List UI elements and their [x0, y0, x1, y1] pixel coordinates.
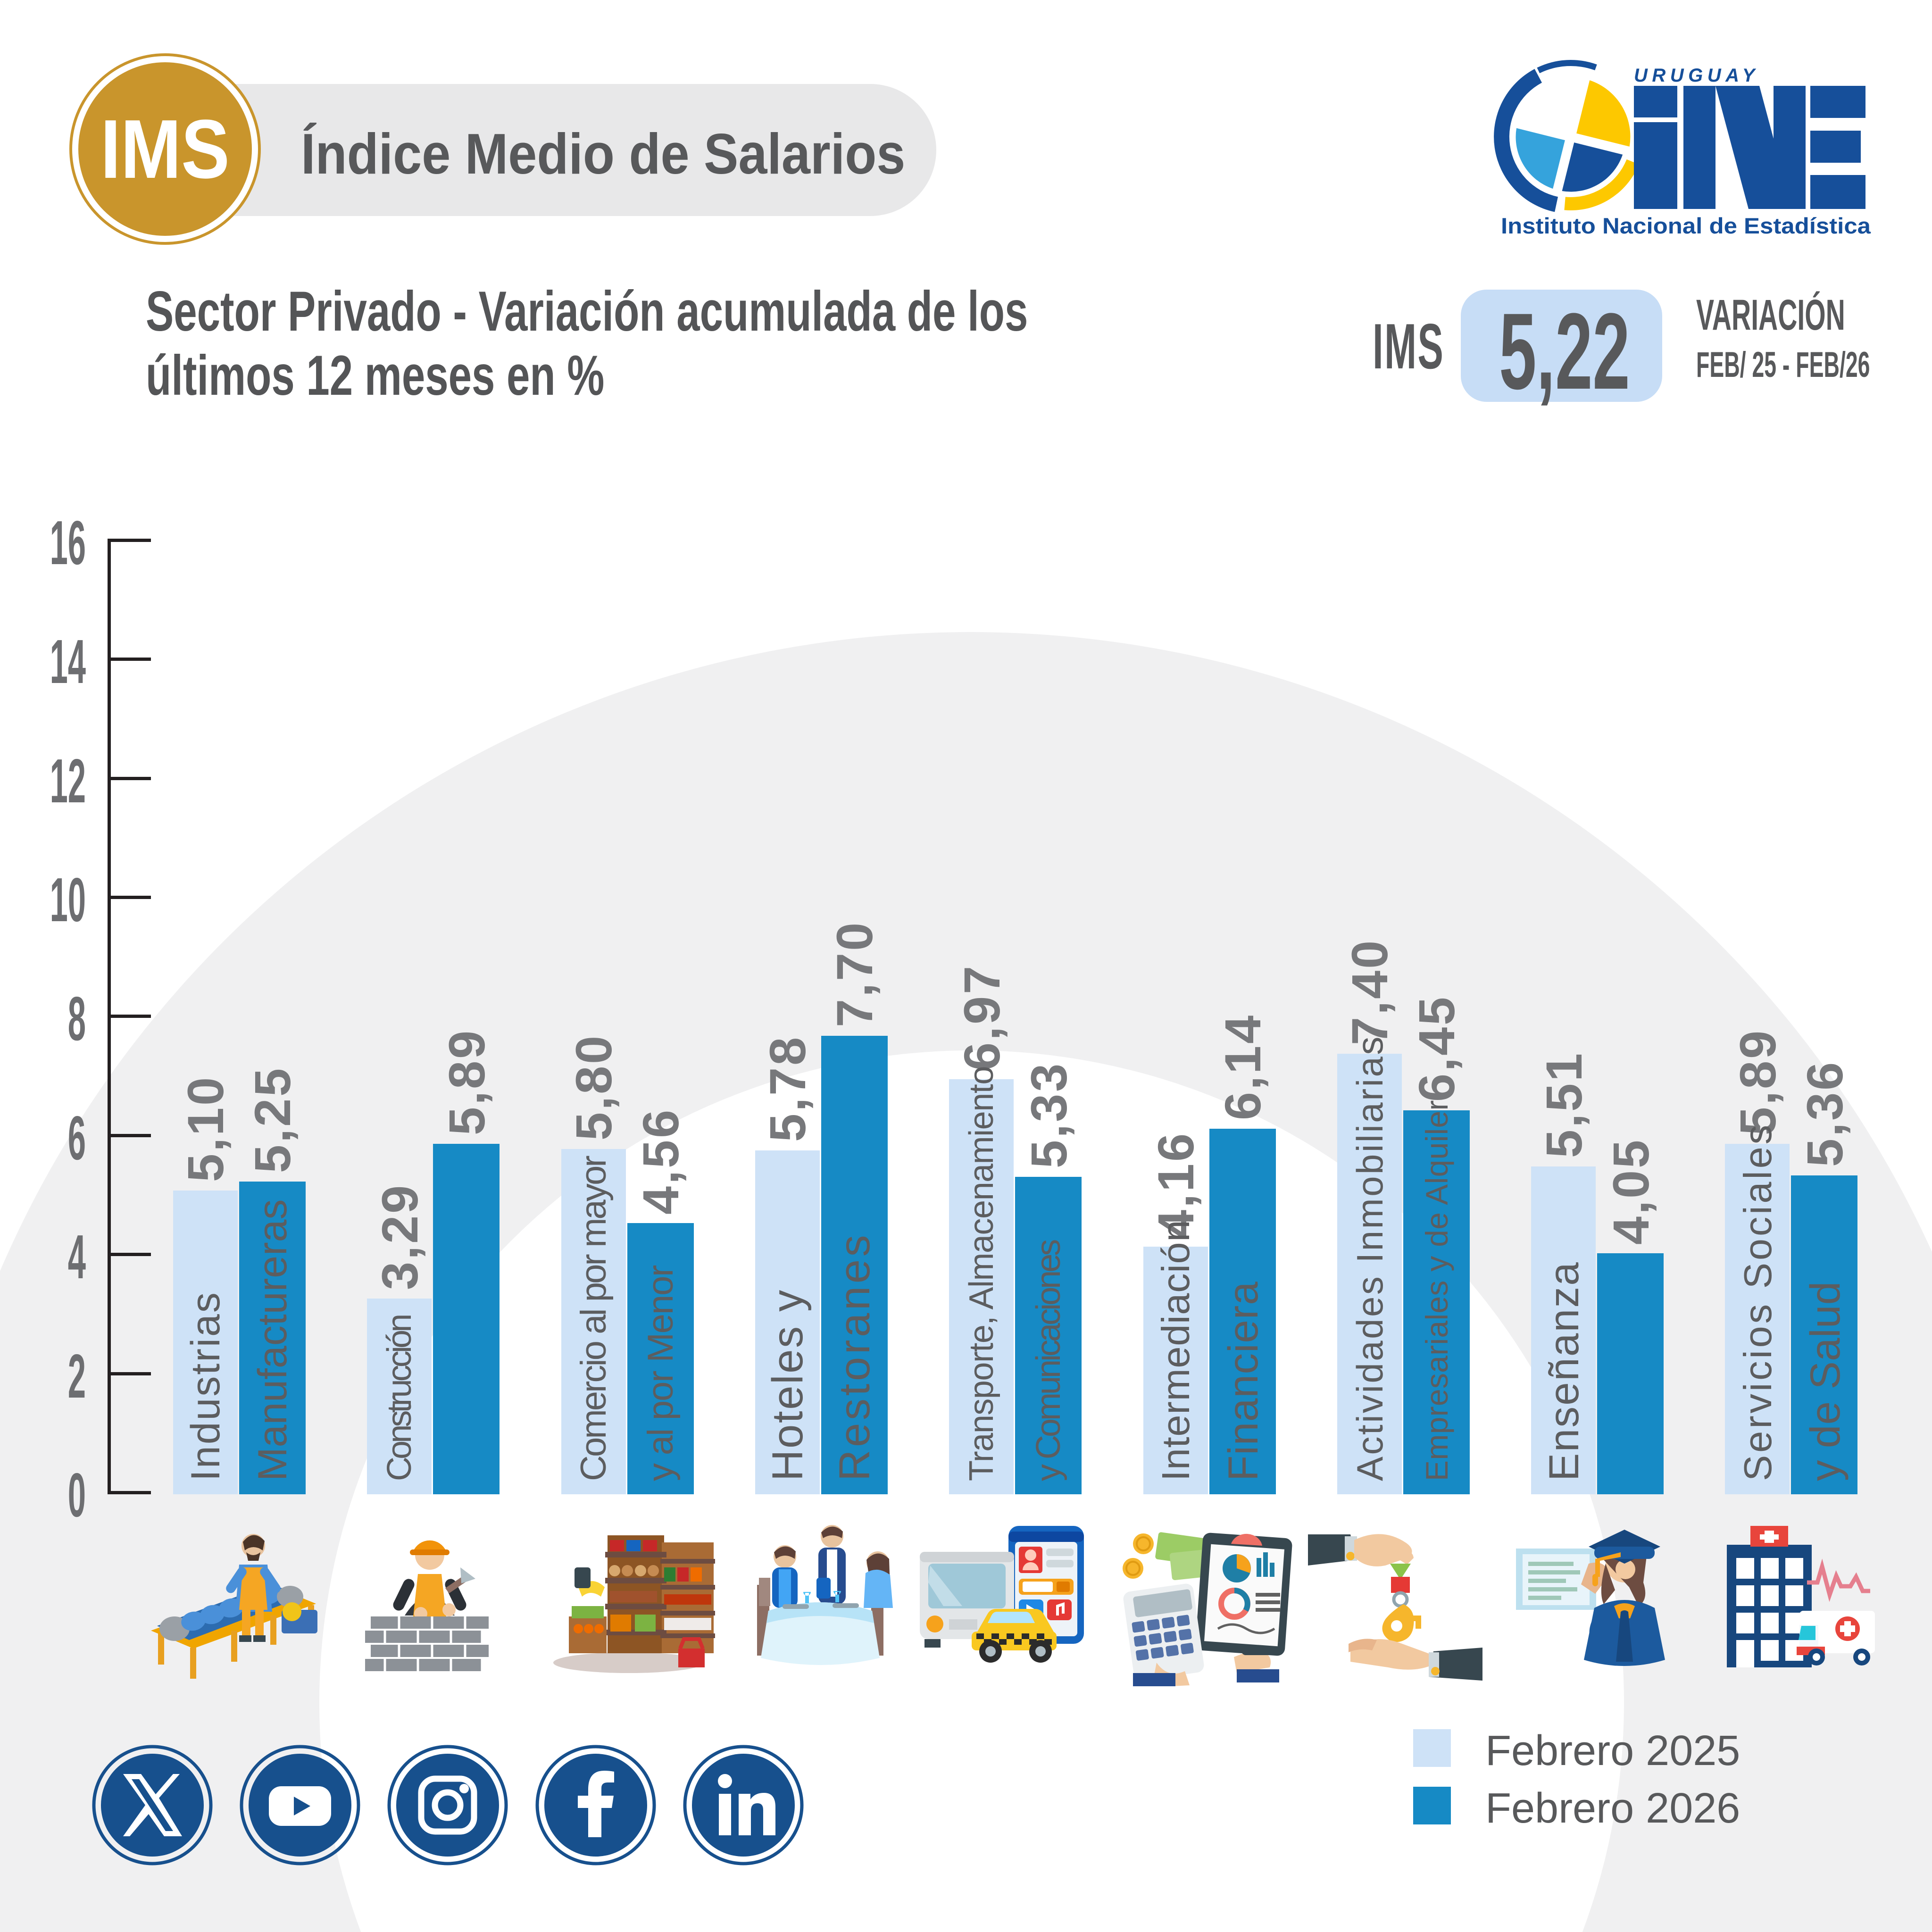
svg-text:URUGUAY: URUGUAY [1634, 65, 1759, 86]
svg-text:Instituto Nacional de Estadíst: Instituto Nacional de Estadística [1501, 213, 1871, 238]
